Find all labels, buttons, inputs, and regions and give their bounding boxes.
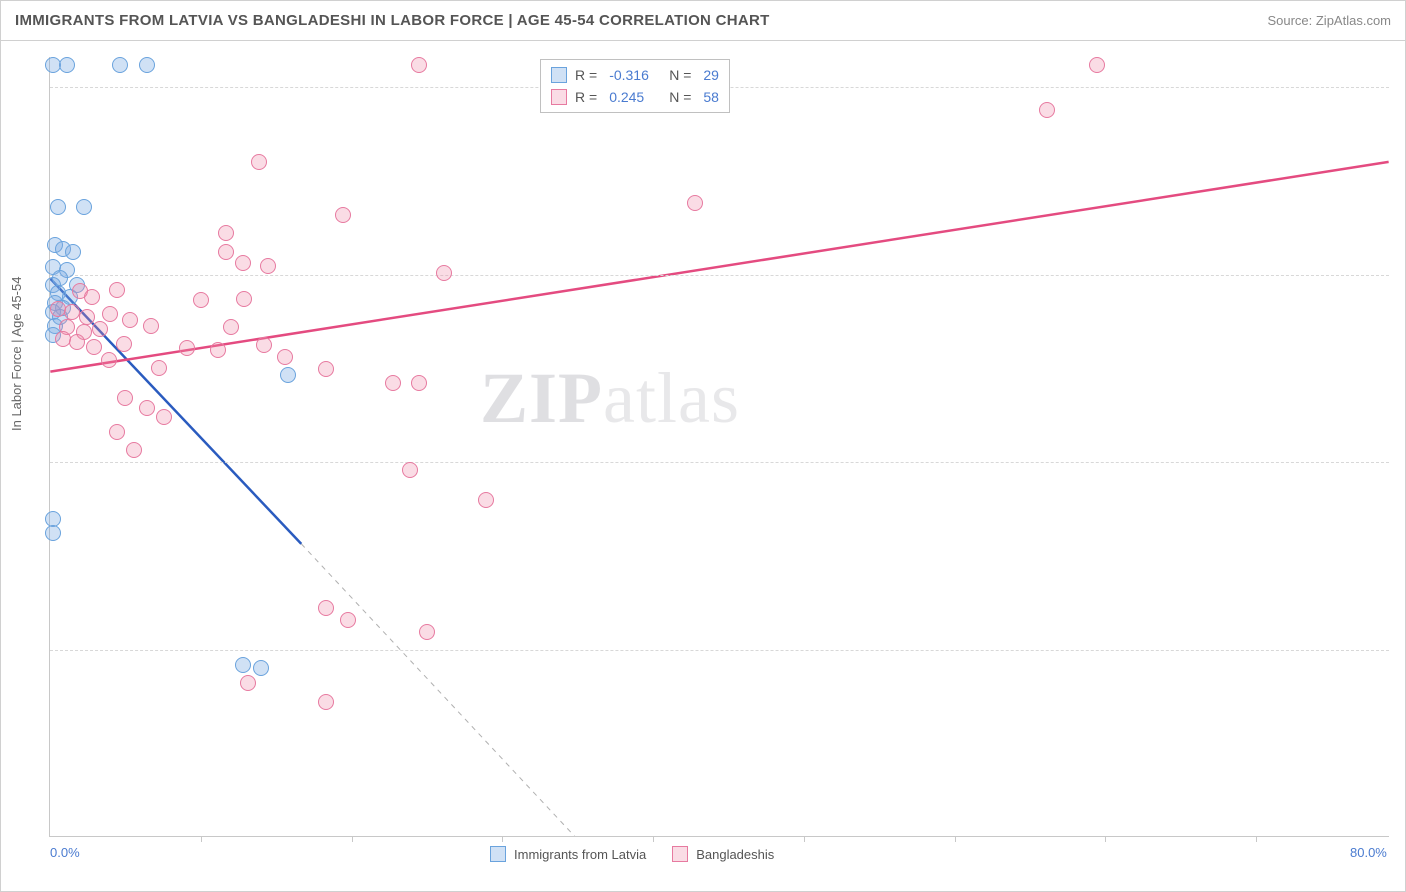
data-point <box>156 409 172 425</box>
data-point <box>277 349 293 365</box>
x-tick-label: 80.0% <box>1350 845 1387 860</box>
data-point <box>117 390 133 406</box>
data-point <box>92 321 108 337</box>
data-point <box>116 336 132 352</box>
data-point <box>109 282 125 298</box>
data-point <box>1039 102 1055 118</box>
data-point <box>112 57 128 73</box>
data-point <box>235 255 251 271</box>
watermark-bold: ZIP <box>480 358 603 438</box>
data-point <box>235 657 251 673</box>
data-point <box>318 600 334 616</box>
header: IMMIGRANTS FROM LATVIA VS BANGLADESHI IN… <box>1 1 1405 41</box>
data-point <box>210 342 226 358</box>
data-point <box>101 352 117 368</box>
legend-n-value: 58 <box>703 89 719 105</box>
data-point <box>179 340 195 356</box>
legend-n-value: 29 <box>703 67 719 83</box>
data-point <box>419 624 435 640</box>
x-axis-legend: Immigrants from Latvia Bangladeshis <box>490 846 792 862</box>
data-point <box>79 309 95 325</box>
legend-series-label: Bangladeshis <box>696 847 774 862</box>
data-point <box>253 660 269 676</box>
x-tick-label: 0.0% <box>50 845 80 860</box>
data-point <box>478 492 494 508</box>
data-point <box>256 337 272 353</box>
watermark-light: atlas <box>603 358 740 438</box>
watermark: ZIPatlas <box>480 357 740 440</box>
legend-r-value: -0.316 <box>609 67 661 83</box>
legend-row: R = -0.316 N = 29 <box>551 64 719 86</box>
plot-area: ZIPatlas 62.5%75.0%87.5%100.0%0.0%80.0%R… <box>49 57 1389 837</box>
trend-lines <box>50 57 1389 836</box>
data-point <box>65 244 81 260</box>
stats-legend: R = -0.316 N = 29 R = 0.245 N = 58 <box>540 59 730 113</box>
data-point <box>122 312 138 328</box>
x-tick-mark <box>804 836 805 842</box>
data-point <box>64 304 80 320</box>
data-point <box>280 367 296 383</box>
data-point <box>318 694 334 710</box>
x-tick-mark <box>653 836 654 842</box>
data-point <box>1089 57 1105 73</box>
data-point <box>218 244 234 260</box>
legend-swatch <box>490 846 506 862</box>
x-tick-mark <box>1105 836 1106 842</box>
data-point <box>139 400 155 416</box>
x-tick-mark <box>502 836 503 842</box>
legend-swatch <box>551 89 567 105</box>
data-point <box>84 289 100 305</box>
data-point <box>687 195 703 211</box>
data-point <box>139 57 155 73</box>
data-point <box>126 442 142 458</box>
data-point <box>236 291 252 307</box>
source-label: Source: ZipAtlas.com <box>1267 13 1391 28</box>
data-point <box>251 154 267 170</box>
data-point <box>151 360 167 376</box>
data-point <box>260 258 276 274</box>
x-tick-mark <box>1256 836 1257 842</box>
data-point <box>335 207 351 223</box>
data-point <box>411 57 427 73</box>
data-point <box>143 318 159 334</box>
data-point <box>411 375 427 391</box>
gridline <box>50 462 1389 463</box>
data-point <box>218 225 234 241</box>
legend-n-label: N = <box>669 89 691 105</box>
legend-r-label: R = <box>575 67 597 83</box>
data-point <box>86 339 102 355</box>
chart-container: IMMIGRANTS FROM LATVIA VS BANGLADESHI IN… <box>0 0 1406 892</box>
data-point <box>223 319 239 335</box>
gridline <box>50 275 1389 276</box>
legend-r-label: R = <box>575 89 597 105</box>
x-tick-mark <box>352 836 353 842</box>
data-point <box>240 675 256 691</box>
chart-title: IMMIGRANTS FROM LATVIA VS BANGLADESHI IN… <box>15 12 770 29</box>
legend-series-label: Immigrants from Latvia <box>514 847 646 862</box>
y-axis-label: In Labor Force | Age 45-54 <box>9 277 24 431</box>
data-point <box>436 265 452 281</box>
legend-swatch <box>672 846 688 862</box>
data-point <box>109 424 125 440</box>
data-point <box>45 525 61 541</box>
legend-swatch <box>551 67 567 83</box>
data-point <box>318 361 334 377</box>
legend-row: R = 0.245 N = 58 <box>551 86 719 108</box>
data-point <box>193 292 209 308</box>
data-point <box>50 199 66 215</box>
data-point <box>402 462 418 478</box>
gridline <box>50 650 1389 651</box>
legend-n-label: N = <box>669 67 691 83</box>
data-point <box>340 612 356 628</box>
data-point <box>102 306 118 322</box>
data-point <box>69 334 85 350</box>
x-tick-mark <box>201 836 202 842</box>
data-point <box>59 57 75 73</box>
data-point <box>385 375 401 391</box>
legend-r-value: 0.245 <box>609 89 661 105</box>
data-point <box>76 199 92 215</box>
x-tick-mark <box>955 836 956 842</box>
